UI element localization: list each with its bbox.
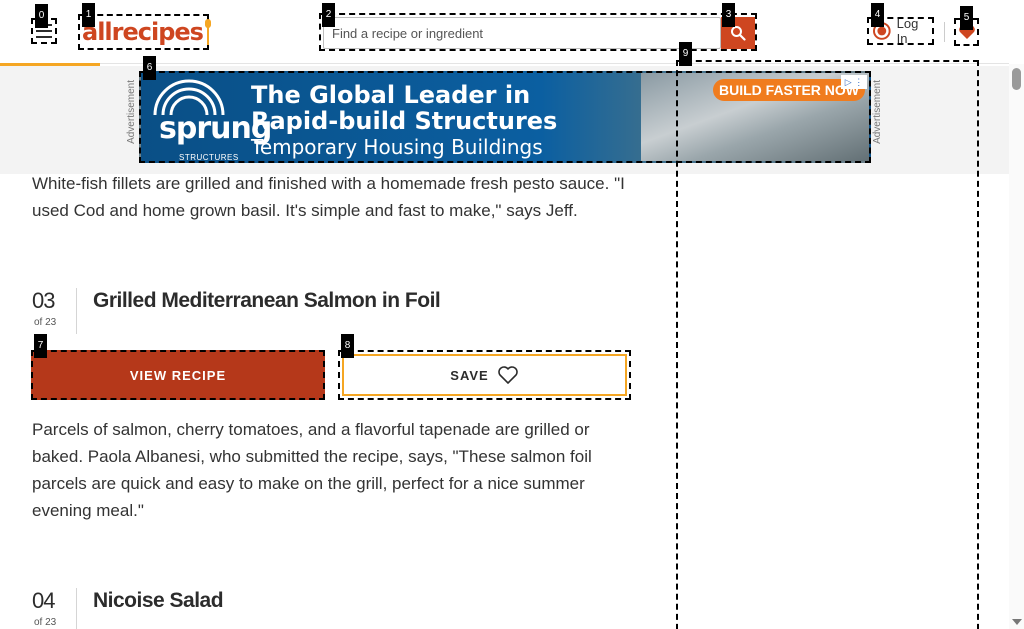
marker-badge: 7 <box>34 334 47 358</box>
marker-badge: 4 <box>871 3 884 27</box>
logo-text: allrecipes <box>82 18 204 46</box>
ad-brand-sub: STRUCTURES <box>179 153 239 162</box>
header-accent-bar <box>0 63 100 66</box>
item-of-total: of 23 <box>34 317 57 328</box>
scroll-down-arrow-icon[interactable] <box>1012 619 1022 625</box>
ad-label-left: Advertisement <box>126 80 137 144</box>
login-label: Log In <box>896 16 919 46</box>
scrollbar-thumb[interactable] <box>1012 68 1021 90</box>
ad-headline-1: The Global Leader in <box>251 81 531 109</box>
marker-badge: 5 <box>960 6 973 30</box>
recipe-title[interactable]: Nicoise Salad <box>93 589 224 612</box>
ad-tagline: Temporary Housing Buildings <box>251 135 543 159</box>
header-divider <box>944 22 945 42</box>
marker-badge: 1 <box>82 3 95 27</box>
site-header: allrecipes Log In <box>0 0 1009 64</box>
marker-badge: 6 <box>143 56 156 80</box>
sprung-arcs-icon <box>153 79 225 116</box>
page-scrollbar[interactable] <box>1009 64 1024 629</box>
item-divider <box>76 588 77 629</box>
marker-badge: 2 <box>322 3 335 27</box>
marker-badge: 3 <box>722 3 735 27</box>
search-icon <box>731 26 746 41</box>
spoon-icon <box>204 19 212 45</box>
item-number: 03 <box>32 288 56 313</box>
recipe-title[interactable]: Grilled Mediterranean Salmon in Foil <box>93 289 441 312</box>
recipe-3-description: Parcels of salmon, cherry tomatoes, and … <box>32 420 592 520</box>
marker-badge: 8 <box>341 334 354 358</box>
login-button[interactable]: Log In <box>867 16 934 46</box>
search-input[interactable] <box>323 17 721 49</box>
marker-badge: 0 <box>35 4 48 28</box>
heart-outline-icon <box>497 366 518 384</box>
right-rail-ad-slot[interactable] <box>676 60 979 629</box>
item-of-total: of 23 <box>34 617 57 628</box>
save-recipe-button[interactable]: SAVE <box>338 350 631 400</box>
ad-brand-text: sprung <box>159 111 272 146</box>
site-logo[interactable]: allrecipes <box>78 14 212 50</box>
view-recipe-button[interactable]: VIEW RECIPE <box>31 350 325 400</box>
ad-choices-icon[interactable]: ▷ ⋮ <box>841 75 867 89</box>
ad-banner[interactable]: sprung STRUCTURES The Global Leader in R… <box>139 71 871 163</box>
item-divider <box>76 288 77 334</box>
item-number: 04 <box>32 588 56 613</box>
recipe-2-description: White-fish fillets are grilled and finis… <box>32 174 625 220</box>
ad-cta-button[interactable]: BUILD FASTER NOW <box>713 79 865 101</box>
marker-badge: 9 <box>679 42 692 66</box>
ad-brand-logo: sprung STRUCTURES <box>149 77 272 161</box>
save-button-inner: SAVE <box>342 354 627 396</box>
save-label: SAVE <box>450 367 489 383</box>
ad-headline-2: Rapid-build Structures <box>251 107 558 135</box>
